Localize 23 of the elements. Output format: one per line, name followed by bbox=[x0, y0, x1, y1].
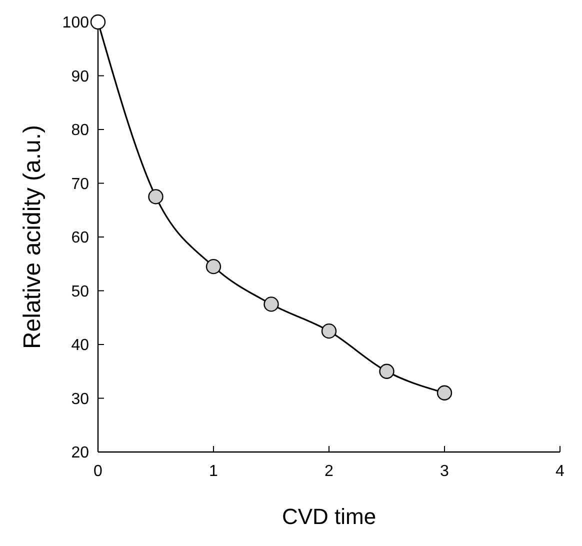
x-tick-label: 2 bbox=[324, 463, 334, 480]
y-tick-label: 30 bbox=[71, 390, 90, 408]
point bbox=[148, 189, 164, 204]
point bbox=[379, 364, 394, 379]
point bbox=[436, 385, 452, 400]
y-tick-label: 90 bbox=[71, 68, 90, 86]
x-tick-label: 1 bbox=[209, 463, 218, 480]
point bbox=[206, 258, 222, 274]
y-tick-label: 40 bbox=[71, 337, 90, 354]
point bbox=[90, 14, 106, 30]
y-tick-label: 80 bbox=[71, 122, 90, 140]
y-tick-label: 50 bbox=[71, 283, 90, 300]
y-tick-label: 100 bbox=[62, 14, 90, 32]
x-tick-label: 3 bbox=[440, 463, 450, 480]
point bbox=[264, 296, 279, 312]
y-tick-label: 70 bbox=[71, 176, 90, 193]
x-tick-label: 4 bbox=[556, 463, 565, 480]
x-tick-label: 0 bbox=[94, 463, 103, 480]
point bbox=[321, 323, 337, 339]
y-axis-title: Relative acidity (a.u.) bbox=[19, 124, 46, 350]
x-axis-title: CVD time bbox=[282, 504, 376, 529]
y-tick-label: 20 bbox=[71, 444, 90, 462]
y-tick-label: 60 bbox=[71, 230, 90, 247]
